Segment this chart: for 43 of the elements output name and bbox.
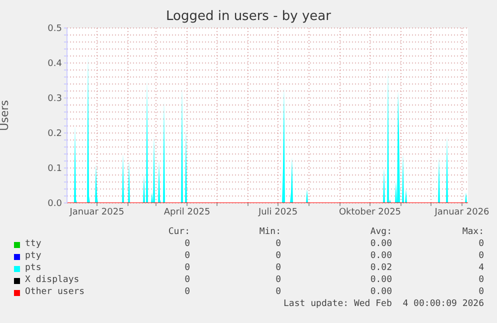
x-tick-label: Juli 2025 <box>257 207 298 218</box>
text: 4 <box>478 263 484 273</box>
text: 0.02 <box>370 263 392 273</box>
text: 0 <box>478 275 484 285</box>
text: 0 <box>276 287 281 297</box>
text: Max: <box>462 227 484 237</box>
y-tick-label: 0.2 <box>48 129 62 140</box>
text: 0 <box>276 239 281 249</box>
text: 0.00 <box>370 239 392 249</box>
text: 0 <box>184 287 190 297</box>
text: 0.00 <box>370 251 392 261</box>
x-tick-label: Januar 2025 <box>68 207 124 218</box>
text: 0 <box>184 251 190 261</box>
text: 0 <box>478 251 484 261</box>
x-tick-label: Januar 2026 <box>434 207 490 218</box>
text: Last update: Wed Feb 4 00:00:09 2026 <box>284 299 484 309</box>
x-tick-label: April 2025 <box>164 207 210 218</box>
text: 0 <box>276 251 281 261</box>
legend-label: tty <box>25 239 42 249</box>
legend-label: X displays <box>25 275 80 285</box>
y-tick-label: 0.0 <box>48 199 62 210</box>
text: Cur: <box>168 227 190 237</box>
text: Avg: <box>370 227 392 237</box>
y-tick-label: 0.3 <box>48 94 62 104</box>
text: Min: <box>259 227 281 237</box>
chart-title: Logged in users - by year <box>164 9 332 24</box>
y-tick-label: 0.4 <box>48 59 62 70</box>
legend-label: Other users <box>25 287 85 297</box>
legend-label: pts <box>25 263 42 273</box>
legend-label: pty <box>25 251 42 261</box>
y-axis-title: Users <box>0 100 11 131</box>
text: 0 <box>184 275 190 285</box>
text: 0 <box>276 263 281 273</box>
text: 0 <box>478 287 484 297</box>
text: 0 <box>478 239 484 249</box>
text: 0 <box>276 275 281 285</box>
y-tick-label: 0.1 <box>48 164 62 174</box>
text: 0 <box>184 263 190 273</box>
text: 0.00 <box>370 287 392 297</box>
text: 0.00 <box>370 275 392 285</box>
text: 0 <box>184 239 190 249</box>
x-tick-label: Oktober 2025 <box>338 207 402 218</box>
y-tick-label: 0.5 <box>48 24 62 34</box>
